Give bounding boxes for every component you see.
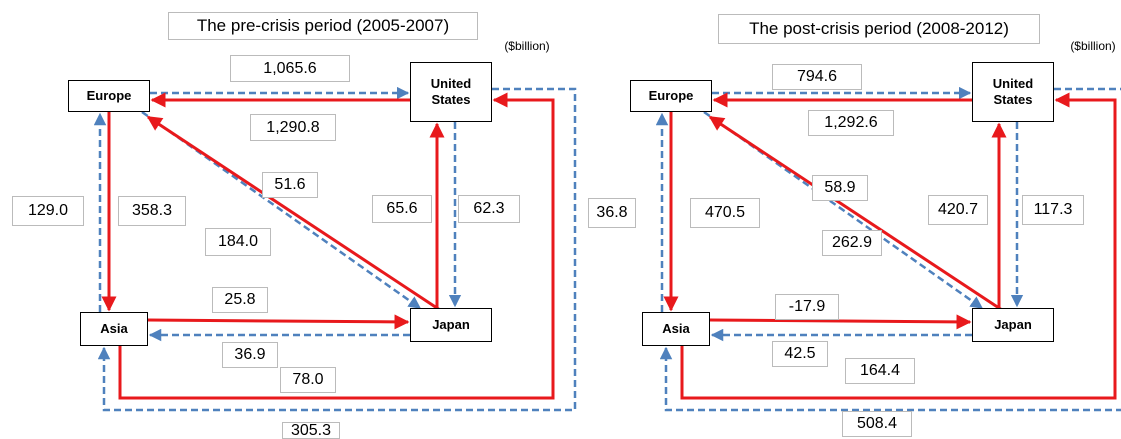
flow-arrow	[708, 115, 1003, 312]
flow-label: 262.9	[822, 230, 882, 256]
region-node: Asia	[80, 312, 148, 346]
flow-label: 305.3	[282, 422, 340, 439]
region-node: Europe	[68, 80, 150, 112]
flow-label: 794.6	[772, 64, 862, 90]
flow-label: 78.0	[280, 367, 336, 393]
flow-label: 25.8	[212, 287, 268, 313]
flow-arrow	[146, 115, 441, 312]
unit-label: ($billion)	[492, 36, 562, 56]
region-node: Asia	[642, 312, 710, 346]
flow-arrow	[680, 92, 1117, 400]
flow-label: 36.9	[222, 342, 278, 368]
region-node: Japan	[972, 308, 1054, 342]
panel-title: The post-crisis period (2008-2012)	[718, 14, 1040, 44]
region-node: Japan	[410, 308, 492, 342]
flow-label: 62.3	[458, 195, 520, 223]
flow-label: 129.0	[12, 196, 84, 226]
flow-label: 42.5	[772, 341, 828, 367]
region-node: Europe	[630, 80, 712, 112]
flow-label: 1,065.6	[230, 55, 350, 82]
flow-label: 1,290.8	[250, 114, 336, 141]
flow-label: 117.3	[1022, 195, 1084, 225]
flow-arrow	[709, 314, 972, 330]
flow-label: 164.4	[845, 358, 915, 384]
panel-title: The pre-crisis period (2005-2007)	[168, 12, 478, 40]
flow-arrow	[659, 87, 1121, 412]
unit-label: ($billion)	[1065, 36, 1121, 56]
flow-label: 1,292.6	[808, 110, 894, 136]
region-node: United States	[410, 62, 492, 122]
flow-arrow	[118, 92, 555, 400]
flow-arrow	[147, 314, 410, 330]
flow-label: 358.3	[118, 196, 186, 226]
flow-label: 58.9	[812, 175, 868, 201]
flow-label: -17.9	[775, 294, 839, 320]
flow-label: 184.0	[205, 228, 271, 256]
flow-label: 420.7	[928, 195, 988, 225]
flow-label: 65.6	[372, 195, 432, 223]
region-node: United States	[972, 62, 1054, 122]
flow-label: 51.6	[262, 172, 318, 198]
flow-label: 36.8	[588, 198, 636, 228]
flow-label: 470.5	[690, 198, 760, 228]
flow-label: 508.4	[842, 411, 912, 437]
flow-arrow	[97, 87, 577, 412]
